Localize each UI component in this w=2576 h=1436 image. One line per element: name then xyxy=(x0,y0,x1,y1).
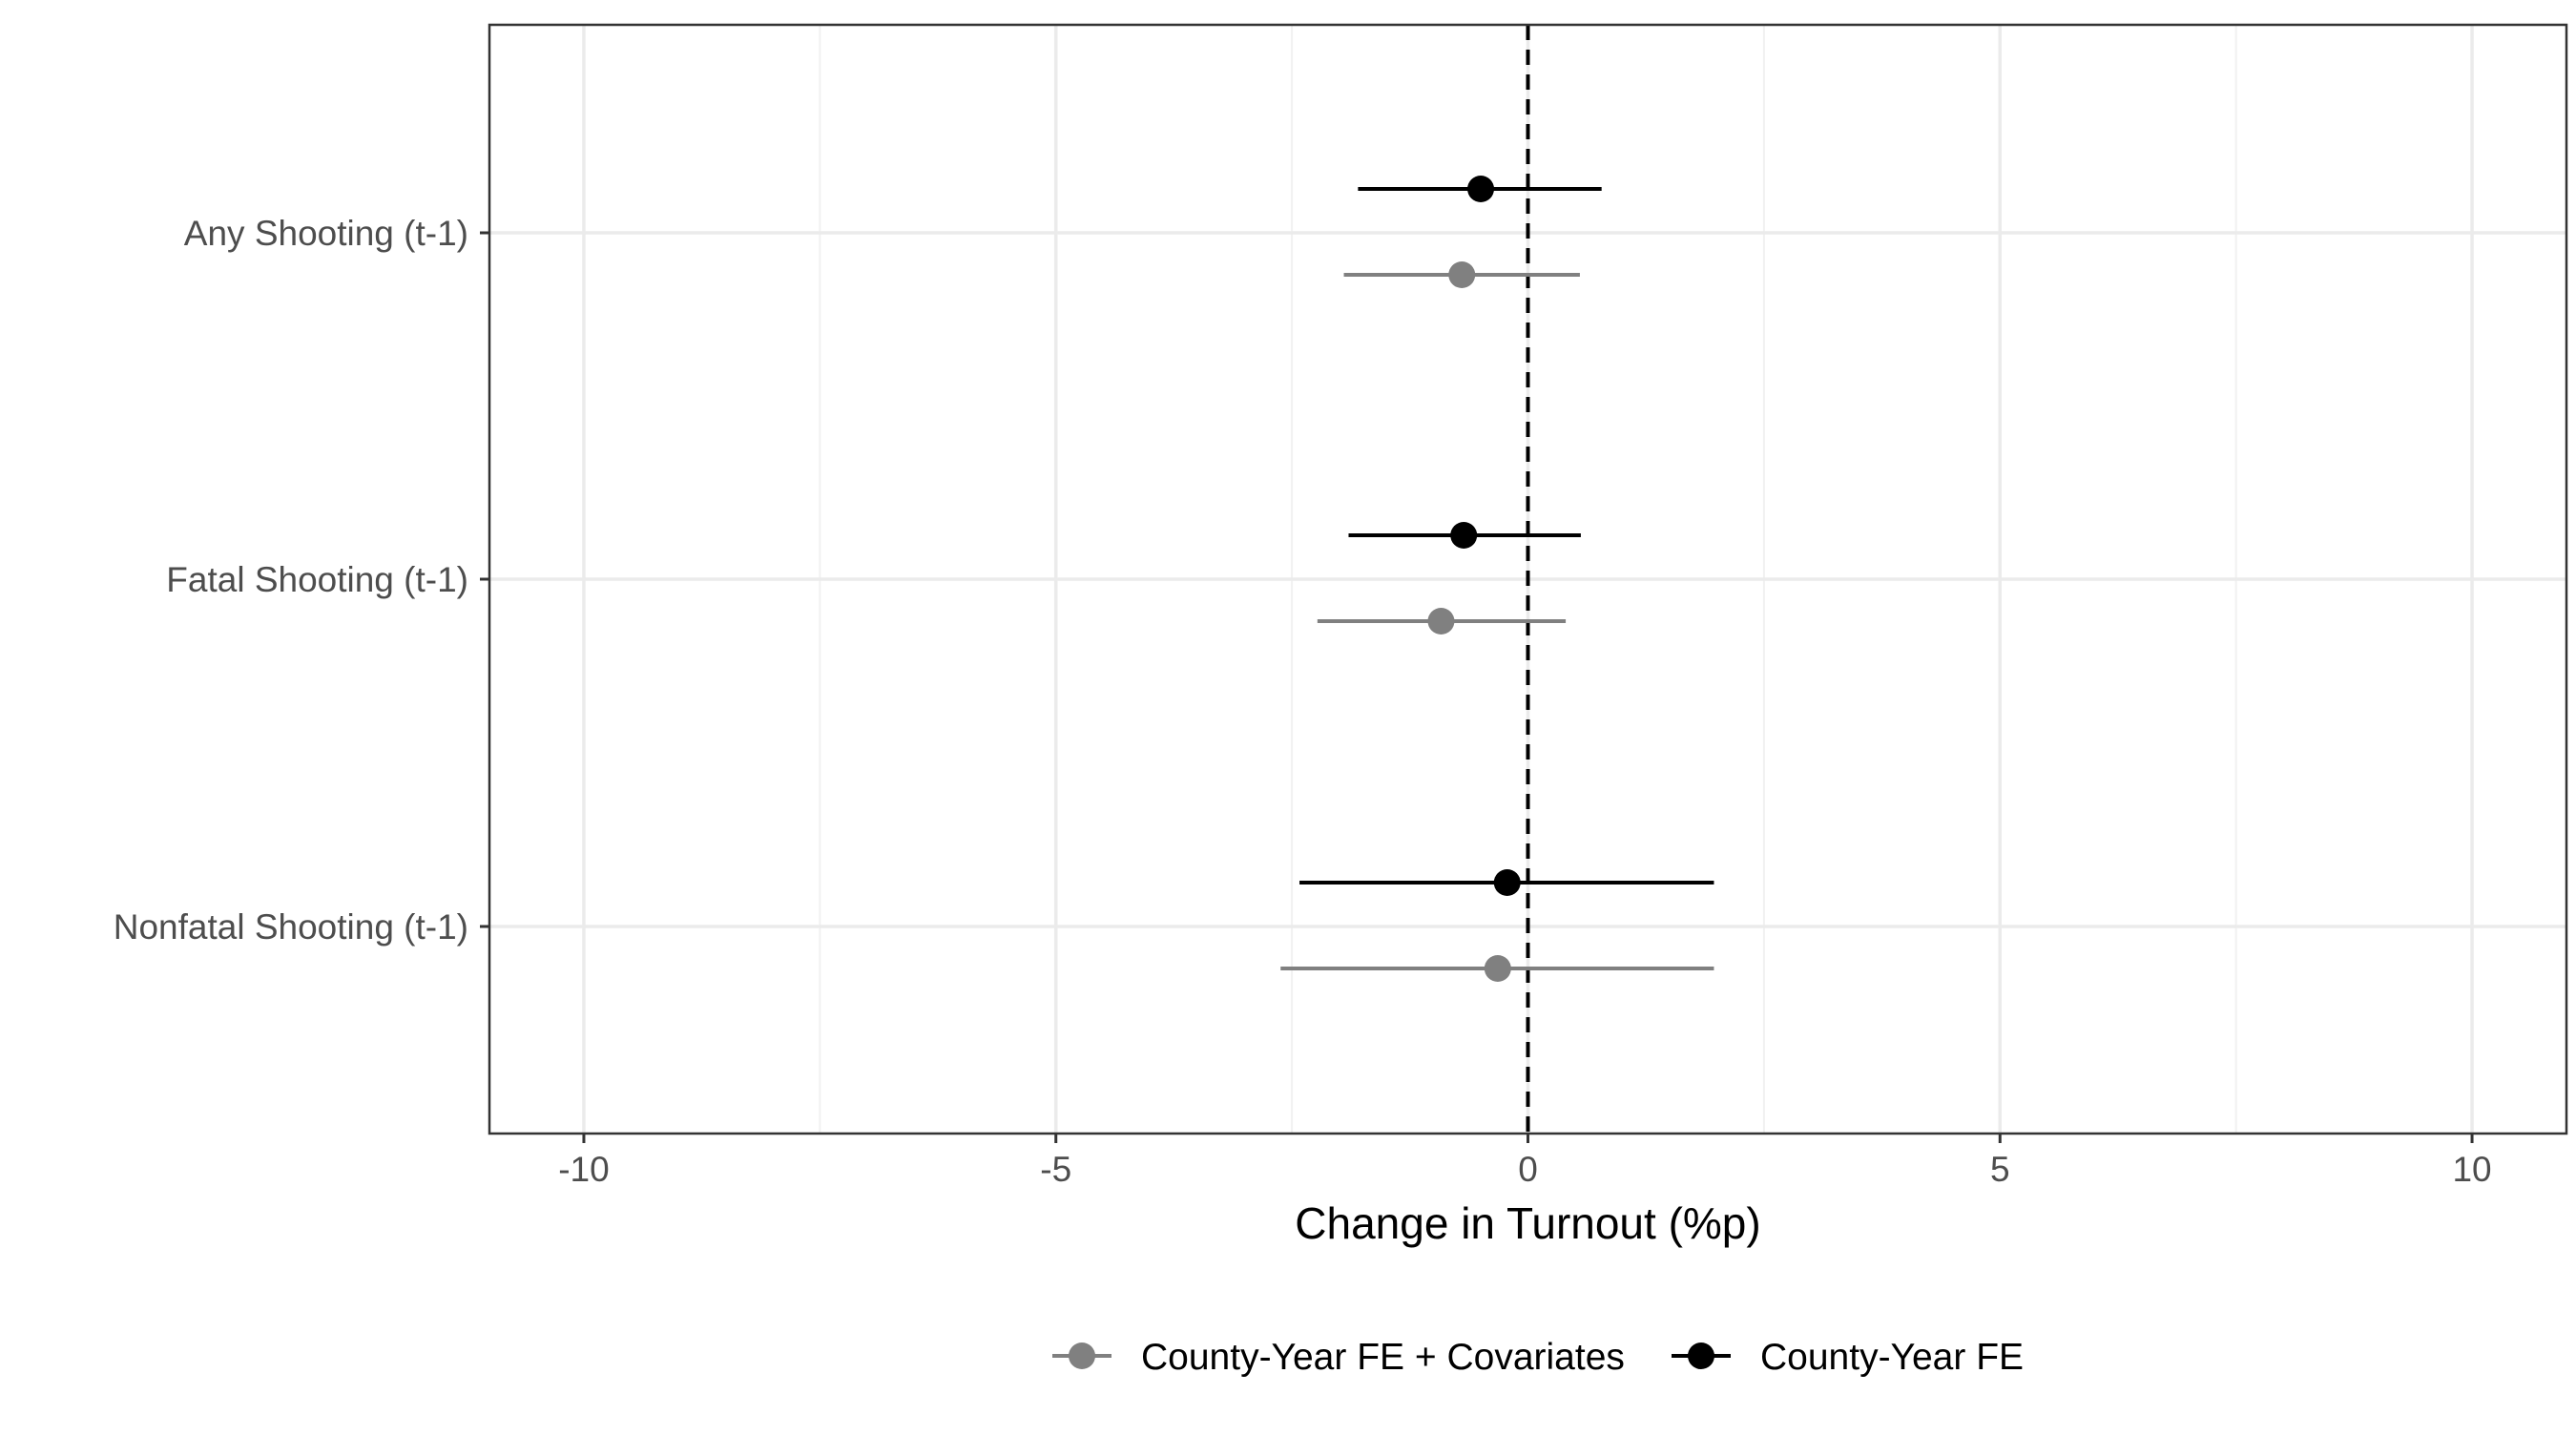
point-estimate xyxy=(1427,608,1455,635)
legend-label: County-Year FE + Covariates xyxy=(1141,1337,1625,1378)
axis-layer: -10 -5 0 5 10 Any Shooting (t-1) Fatal Shootin… xyxy=(114,214,2492,1189)
x-tick-label: 10 xyxy=(2452,1150,2491,1189)
legend-key-point xyxy=(1069,1342,1095,1369)
x-tick-label: -5 xyxy=(1040,1150,1071,1189)
x-axis-title: Change in Turnout (%p) xyxy=(1295,1198,1760,1248)
point-estimate xyxy=(1493,869,1521,896)
x-tick-label: -10 xyxy=(558,1150,609,1189)
point-estimate xyxy=(1484,955,1511,982)
y-tick-label: Nonfatal Shooting (t-1) xyxy=(114,907,468,947)
x-tick-label: 5 xyxy=(1990,1150,2010,1189)
point-estimate xyxy=(1448,261,1476,288)
legend-label: County-Year FE xyxy=(1760,1337,2024,1378)
marks-layer xyxy=(1280,176,1714,982)
x-tick-label: 0 xyxy=(1518,1150,1538,1189)
point-estimate xyxy=(1467,176,1495,202)
y-tick-label: Any Shooting (t-1) xyxy=(184,214,468,253)
legend: County-Year FE + Covariates County-Year F… xyxy=(1052,1337,2024,1378)
point-estimate xyxy=(1450,522,1478,549)
legend-key-point xyxy=(1688,1342,1714,1369)
y-tick-label: Fatal Shooting (t-1) xyxy=(166,560,468,599)
